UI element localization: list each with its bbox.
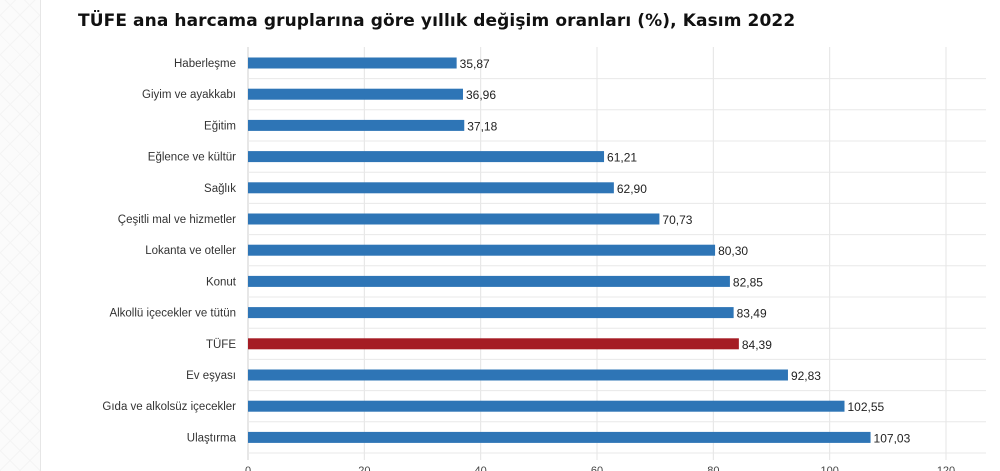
bar-8	[248, 307, 734, 319]
category-label: Sağlık	[204, 183, 236, 195]
category-label: Çeşitli mal ve hizmetler	[118, 214, 236, 226]
data-label: 61,21	[607, 151, 637, 165]
x-tick-label: 0	[245, 465, 251, 471]
category-label: Ev eşyası	[186, 370, 236, 382]
x-tick-label: 100	[820, 465, 838, 471]
chart-title: TÜFE ana harcama gruplarına göre yıllık …	[78, 11, 796, 31]
bar-6	[248, 244, 716, 256]
data-label: 70,73	[662, 213, 692, 227]
bar-11	[248, 400, 845, 412]
data-label: 102,55	[847, 400, 884, 414]
x-tick-label: 120	[937, 465, 955, 471]
bar-7	[248, 275, 730, 287]
category-label: TÜFE	[206, 339, 236, 351]
bar-9	[248, 338, 739, 350]
bar-1	[248, 88, 463, 100]
data-label: 92,83	[791, 369, 821, 383]
x-tick-label: 80	[707, 465, 719, 471]
data-label: 37,18	[467, 119, 497, 133]
data-label: 35,87	[460, 57, 490, 71]
bar-0	[248, 57, 457, 69]
data-label: 62,90	[617, 182, 647, 196]
x-tick-label: 20	[358, 465, 370, 471]
bar-4	[248, 182, 614, 194]
category-label: Eğlence ve kültür	[148, 152, 236, 164]
bar-3	[248, 151, 605, 163]
x-tick-label: 60	[591, 465, 603, 471]
category-label: Lokanta ve oteller	[145, 245, 236, 257]
data-label: 83,49	[737, 307, 767, 321]
category-label: Konut	[206, 276, 237, 288]
bar-10	[248, 369, 788, 381]
decorative-pattern	[0, 0, 41, 471]
category-label: Eğitim	[204, 120, 236, 132]
category-label: Gıda ve alkolsüz içecekler	[102, 401, 236, 413]
data-label: 84,39	[742, 338, 772, 352]
data-label: 80,30	[718, 244, 748, 258]
data-label: 36,96	[466, 88, 496, 102]
category-label: Haberleşme	[174, 58, 236, 70]
category-label: Ulaştırma	[187, 432, 237, 444]
bar-12	[248, 431, 871, 443]
bar-2	[248, 119, 465, 131]
bar-5	[248, 213, 660, 225]
data-label: 107,03	[874, 431, 911, 445]
data-label: 82,85	[733, 275, 763, 289]
x-tick-label: 40	[475, 465, 487, 471]
category-label: Alkollü içecekler ve tütün	[109, 308, 236, 320]
category-label: Giyim ve ayakkabı	[142, 89, 236, 101]
